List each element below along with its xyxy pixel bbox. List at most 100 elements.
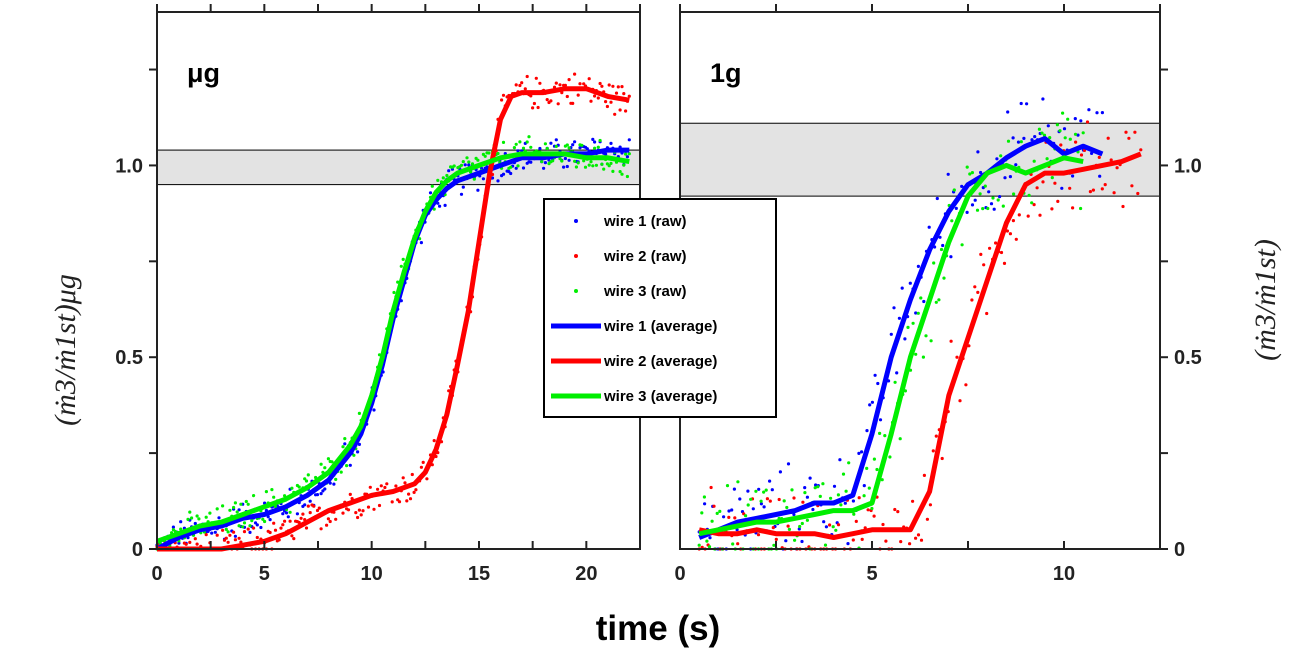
average-line-wire2: [698, 151, 1142, 540]
raw-point: [792, 496, 796, 500]
raw-point: [255, 523, 259, 527]
x-tick-label: 5: [866, 563, 877, 585]
raw-point: [735, 528, 739, 532]
raw-point: [805, 495, 810, 499]
raw-point: [1017, 213, 1021, 217]
raw-point: [290, 486, 294, 490]
raw-point: [281, 523, 285, 527]
raw-point: [1106, 136, 1110, 140]
raw-point: [193, 521, 197, 526]
raw-point: [549, 99, 553, 103]
raw-point: [529, 145, 533, 149]
raw-point: [1061, 111, 1065, 115]
raw-point: [609, 161, 613, 165]
raw-point: [916, 311, 920, 315]
raw-point: [878, 418, 883, 422]
raw-point: [960, 184, 964, 188]
raw-point: [532, 101, 537, 106]
raw-point: [921, 355, 926, 359]
raw-point: [523, 87, 527, 91]
raw-point: [304, 479, 309, 483]
raw-point: [600, 162, 604, 166]
raw-point: [356, 450, 360, 454]
raw-point: [857, 496, 861, 500]
raw-point: [432, 207, 436, 211]
x-tick-label: 20: [575, 563, 597, 585]
raw-point: [712, 504, 716, 508]
raw-point: [862, 484, 866, 488]
raw-point: [611, 84, 615, 88]
raw-point: [774, 537, 778, 542]
raw-point: [908, 542, 912, 546]
raw-point: [792, 512, 796, 517]
raw-point: [472, 177, 476, 181]
raw-point: [627, 152, 631, 156]
raw-point: [922, 473, 927, 477]
raw-point: [700, 511, 704, 515]
raw-point: [470, 162, 475, 166]
raw-point: [525, 74, 529, 79]
raw-point: [727, 515, 731, 520]
raw-point: [241, 525, 245, 529]
legend-entry-wire2-raw: wire 2 (raw): [574, 248, 687, 265]
raw-point: [770, 488, 774, 492]
raw-point: [204, 515, 208, 519]
raw-point: [955, 355, 959, 359]
raw-point: [1011, 136, 1015, 140]
raw-point: [195, 542, 199, 546]
raw-point: [625, 174, 630, 179]
raw-point: [242, 530, 247, 534]
raw-point: [461, 160, 465, 164]
raw-point: [284, 511, 289, 515]
x-tick-label: 5: [259, 563, 270, 585]
raw-point: [1098, 174, 1102, 178]
raw-point: [527, 135, 531, 139]
raw-point: [518, 83, 522, 88]
raw-point: [558, 157, 562, 161]
raw-point: [286, 515, 290, 519]
raw-point: [1060, 186, 1064, 190]
raw-point: [501, 93, 506, 97]
x-tick-label: 15: [468, 563, 490, 585]
legend-marker-wire1-raw: [574, 219, 578, 223]
raw-point: [708, 536, 712, 540]
legend-entry-wire3-average: wire 3 (average): [551, 388, 717, 405]
raw-point: [710, 519, 714, 523]
raw-point: [520, 81, 524, 85]
raw-point: [401, 257, 405, 261]
raw-point: [797, 527, 801, 531]
raw-point: [598, 81, 602, 86]
raw-point: [565, 164, 569, 169]
raw-point: [790, 488, 794, 492]
raw-point: [259, 525, 263, 530]
raw-point: [385, 482, 389, 486]
raw-point: [481, 177, 485, 181]
raw-point: [989, 202, 994, 206]
raw-point: [813, 486, 817, 490]
raw-point: [627, 94, 631, 98]
raw-point: [272, 521, 276, 525]
raw-point: [447, 169, 451, 173]
raw-point: [801, 500, 805, 504]
x-axis-label: time (s): [596, 609, 720, 648]
raw-point: [924, 334, 928, 338]
raw-point: [330, 460, 334, 464]
raw-point: [438, 204, 442, 208]
raw-point: [876, 381, 880, 386]
raw-point: [235, 510, 239, 514]
raw-point: [973, 198, 977, 202]
raw-point: [521, 146, 526, 150]
raw-point: [1115, 166, 1119, 170]
raw-point: [1109, 158, 1113, 162]
x-tick-label: 0: [151, 563, 162, 585]
raw-point: [1019, 140, 1023, 144]
raw-point: [1103, 183, 1107, 187]
raw-point: [818, 494, 822, 498]
raw-point: [730, 508, 734, 512]
raw-point: [914, 311, 918, 315]
raw-point: [1059, 143, 1063, 147]
raw-point: [308, 510, 312, 515]
raw-point: [580, 143, 584, 147]
raw-point: [576, 93, 580, 97]
raw-point: [982, 263, 986, 267]
